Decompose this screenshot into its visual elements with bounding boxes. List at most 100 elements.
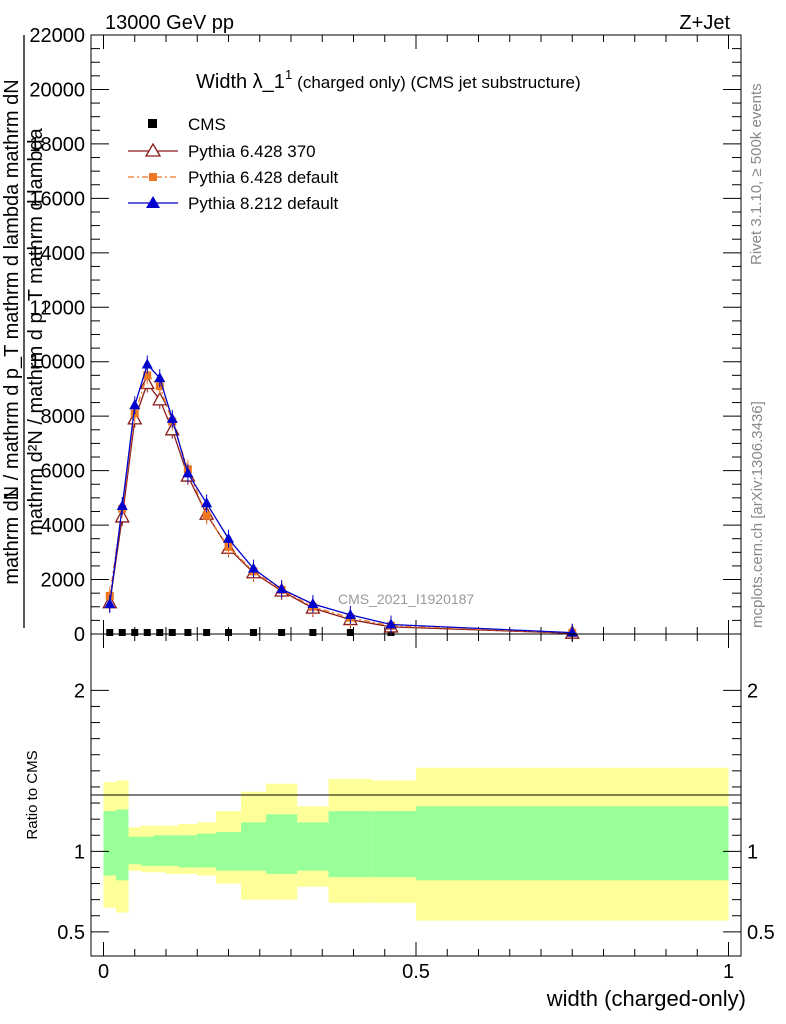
series-point-square [168,629,176,637]
series-point-filled-triangle [223,532,234,543]
series-point-filled-triangle [104,598,116,609]
series-point-square [156,629,164,637]
main-y-tick-label: 8000 [41,406,86,428]
main-y-label-denom: mathrm dN / mathrm d p_T mathrm d lambda… [1,79,23,584]
series-point-filled-triangle [166,412,178,423]
main-y-tick-label: 22000 [29,25,85,47]
legend-marker-py6-default [149,173,157,181]
mcplots-label: mcplots.cern.ch [arXiv:1306.3436] [749,401,766,628]
series-point-filled-triangle [385,618,397,629]
series-point-filled-triangle [344,608,356,619]
series-point-filled-triangle [182,467,194,478]
series-point-square [106,629,114,637]
main-y-tick-label: 16000 [29,188,85,210]
series-point-filled-triangle [154,372,166,383]
main-y-tick-label: 18000 [29,134,85,156]
rivet-label: Rivet 3.1.10, ≥ 500k events [748,83,765,265]
ratio-band-green [141,836,154,866]
series-point-filled-triangle [276,583,288,594]
ratio-panel: 0.5 0.5 1 1 2 2 0 0.5 1 [57,633,775,983]
main-y-label-num: 1 [1,489,23,500]
ratio-y-tick-label: 2 [74,680,85,702]
main-y-tick-label: 10000 [29,352,85,374]
main-panel: 0 2000 4000 6000 8000 10000 12000 14000 16000 180… [29,25,742,646]
main-y-label-frac: mathrm d²N / mathrm d p_T mathrm d lambd… [25,127,47,535]
ratio-band-green [103,811,116,876]
legend-label-py6-370: Pythia 6.428 370 [188,142,316,161]
ratio-band-green [197,833,216,868]
legend-marker-py8 [146,196,160,208]
ratio-y-tick-label-right: 0.5 [747,922,775,944]
main-y-tick-label: 4000 [41,515,86,537]
ratio-band-green [372,811,416,878]
ratio-band-green [266,814,298,874]
ratio-band-green [297,822,329,871]
ratio-frame [90,633,742,957]
main-title: Width λ_11 (charged only) (CMS jet substr… [196,67,581,93]
ratio-band-green [153,835,166,866]
ratio-y-tick-label: 1 [74,841,85,863]
series-point-square [143,371,152,380]
series-point-filled-triangle [116,500,128,511]
series-point-square [203,629,211,637]
main-title-text: Width λ_1 [196,71,285,93]
legend-marker-py6-370 [144,142,162,157]
series-point-square [309,629,317,637]
series-point-filled-triangle [307,598,319,609]
header-right: Z+Jet [679,12,730,34]
main-y-tick-label: 20000 [29,79,85,101]
ratio-band-green [178,835,198,868]
main-title-suffix: (charged only) (CMS jet substructure) [297,73,580,92]
series-point-square [202,511,211,520]
series-point-square [346,629,354,637]
main-y-ticks: 0 2000 4000 6000 8000 10000 12000 14000 16000 180… [29,25,741,646]
x-tick-label: 1 [723,961,734,983]
main-y-tick-label: 2000 [41,570,86,592]
ratio-band-green [241,822,266,871]
ratio-band-green [328,811,373,878]
legend-label-py6-default: Pythia 6.428 default [188,168,339,187]
main-series [102,355,580,643]
series-point-filled-triangle [129,399,141,410]
series-point-filled-triangle [141,358,153,369]
series-point-square [278,629,286,637]
main-y-tick-label: 12000 [29,297,85,319]
ratio-band-green [166,835,179,866]
series-point-square [131,629,139,637]
main-y-label: 1 mathrm d²N / mathrm d p_T mathrm d lam… [1,35,47,628]
x-tick-label: 0.5 [402,961,430,983]
series-point-square [143,629,151,637]
legend-marker-cms [148,119,157,128]
legend: CMS Pythia 6.428 370 Pythia 6.428 defaul… [128,115,339,213]
analysis-label: CMS_2021_I1920187 [338,591,474,607]
ratio-band-green [128,836,141,865]
main-y-tick-label: 0 [74,624,85,646]
series-point-square [184,629,192,637]
ratio-y-tick-label-right: 2 [747,680,758,702]
series-point-square [118,629,126,637]
ratio-y-tick-label: 0.5 [57,922,85,944]
legend-label-cms: CMS [188,115,226,134]
ratio-band-green [116,809,129,881]
series-point-open-triangle [152,391,168,406]
legend-entry-cms: CMS [148,115,226,134]
legend-entry-py6-370: Pythia 6.428 370 [128,142,316,161]
x-tick-label: 0 [98,961,109,983]
main-y-tick-label: 14000 [29,243,85,265]
series-point-filled-triangle [248,562,259,573]
series-point-square [225,629,232,637]
series-point-filled-triangle [201,497,213,508]
header-left: 13000 GeV pp [105,12,234,34]
x-axis-label: width (charged-only) [546,986,746,1011]
legend-entry-py8: Pythia 8.212 default [128,194,339,213]
main-title-sup: 1 [285,67,292,82]
legend-label-py8: Pythia 8.212 default [188,194,339,213]
main-y-tick-label: 6000 [41,461,86,483]
ratio-y-label: Ratio to CMS [24,750,41,839]
ratio-band-green [216,832,241,871]
series-point-square [250,629,257,637]
ratio-ticks: 0.5 0.5 1 1 2 2 0 0.5 1 [57,634,775,983]
ratio-y-tick-label-right: 1 [747,841,758,863]
ratio-bands [103,767,729,921]
